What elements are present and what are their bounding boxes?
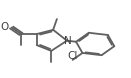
Text: N: N (64, 36, 72, 46)
Text: Cl: Cl (67, 51, 78, 61)
Text: O: O (1, 22, 9, 32)
